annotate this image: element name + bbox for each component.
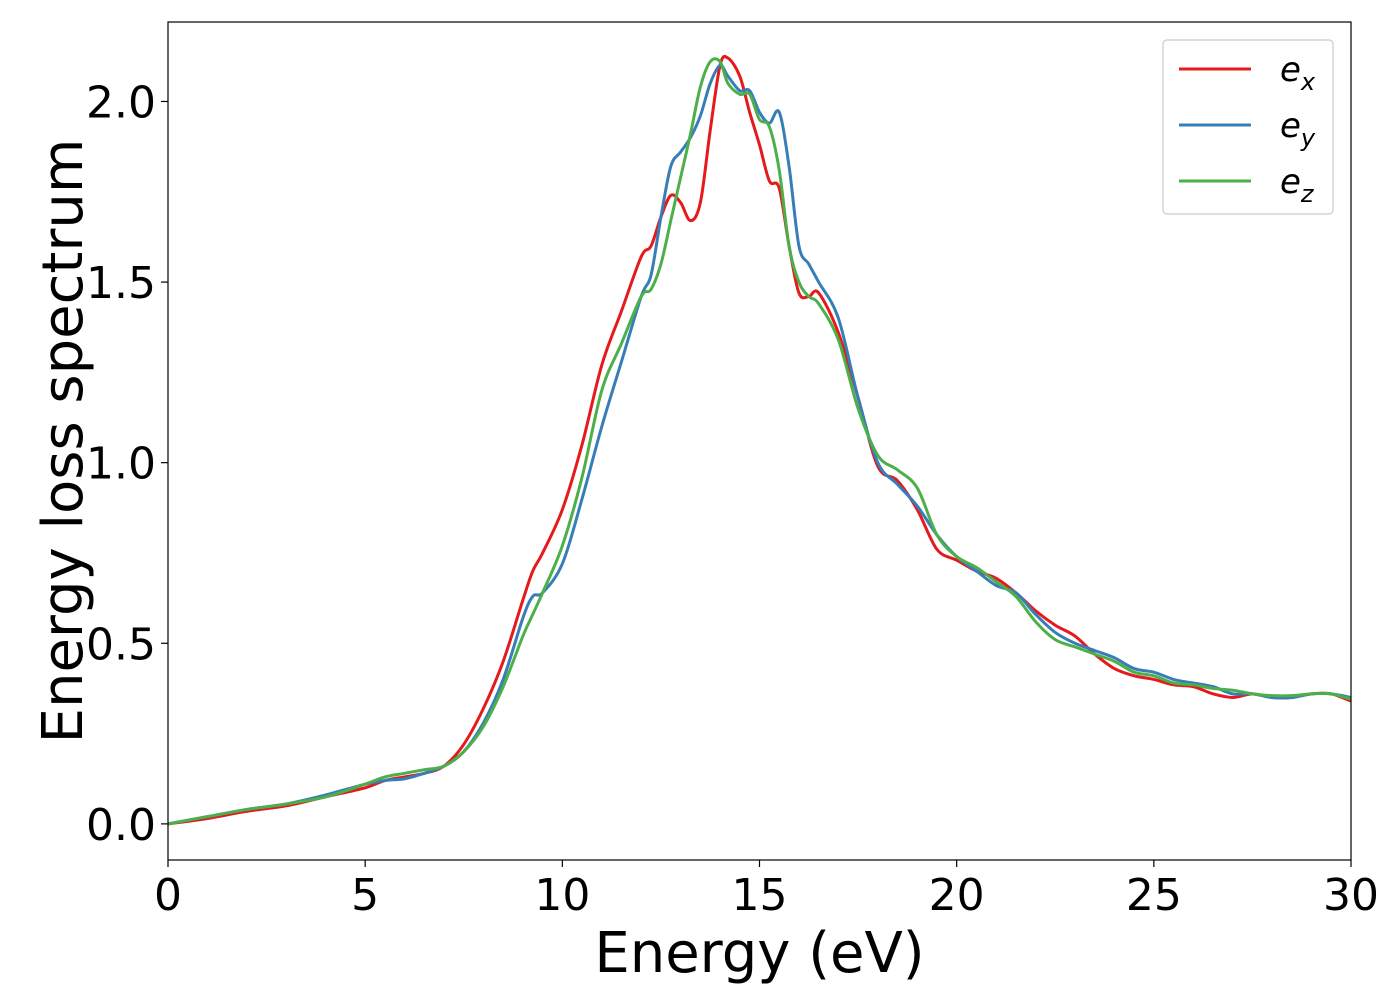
x-axis-title: Energy (eV) (594, 921, 924, 986)
legend-label-ey: ey (1280, 106, 1316, 152)
plot-area (168, 54, 1351, 826)
x-tick-label: 20 (929, 870, 985, 921)
y-tick-label: 1.0 (86, 439, 156, 490)
x-tick-label: 30 (1323, 870, 1379, 921)
y-axis: 0.0 0.5 1.0 1.5 2.0 (86, 77, 168, 851)
legend-box (1162, 39, 1334, 215)
x-tick-label: 15 (732, 870, 788, 921)
x-tick-label: 25 (1126, 870, 1182, 921)
x-tick-label: 0 (154, 870, 182, 921)
y-tick-label: 2.0 (86, 77, 156, 128)
series-line-ey (168, 63, 1351, 826)
legend-label-ez: ez (1280, 162, 1315, 208)
x-tick-label: 5 (351, 870, 379, 921)
series-line-ez (168, 57, 1351, 826)
legend: ex ey ez (1162, 39, 1334, 215)
y-tick-label: 0.0 (86, 800, 156, 851)
y-tick-label: 0.5 (86, 619, 156, 670)
legend-label-ex: ex (1280, 50, 1316, 96)
x-tick-label: 10 (534, 870, 590, 921)
y-axis-title: Energy loss spectrum (31, 139, 96, 744)
x-axis: 0 5 10 15 20 25 30 (154, 860, 1379, 921)
series-line-ex (168, 54, 1351, 826)
y-tick-label: 1.5 (86, 258, 156, 309)
